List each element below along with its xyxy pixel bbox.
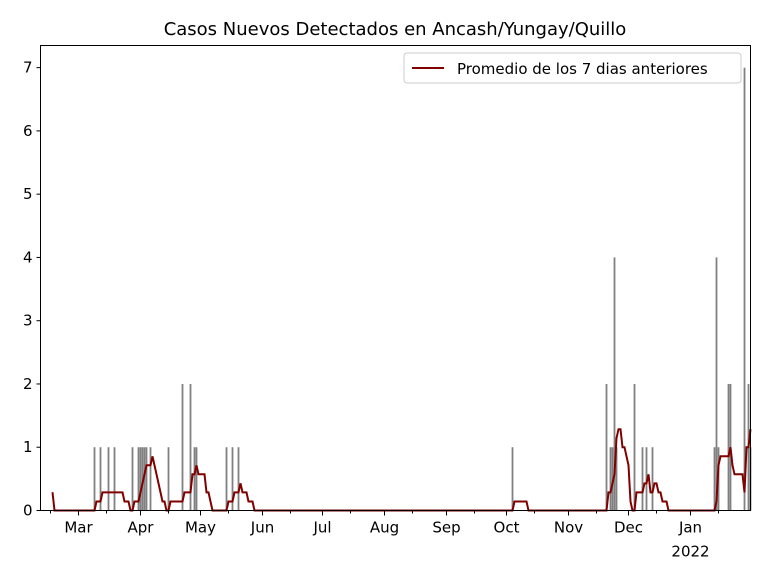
case-bar — [225, 447, 228, 511]
y-tick-label: 2 — [23, 375, 33, 393]
y-axis: 0 1 2 3 4 5 6 7 — [23, 59, 41, 520]
plot-frame — [40, 45, 751, 511]
case-bar — [113, 447, 116, 511]
case-bar — [145, 447, 148, 511]
case-bar — [641, 447, 644, 511]
y-tick-label: 7 — [23, 59, 33, 77]
x-tick-label: Aug — [370, 519, 399, 537]
y-tick-label: 3 — [23, 312, 33, 330]
case-bar — [167, 447, 170, 511]
case-bar — [93, 447, 96, 511]
case-bar — [511, 447, 514, 511]
case-bar — [727, 383, 730, 511]
case-bar — [633, 383, 636, 511]
case-bar — [713, 447, 716, 511]
bars-group — [93, 67, 752, 511]
x-tick-label: Mar — [64, 519, 93, 537]
case-bar — [715, 257, 718, 511]
y-tick-label: 1 — [23, 438, 33, 456]
case-bar — [149, 447, 152, 511]
case-bar — [195, 447, 198, 511]
x-tick-label: Jun — [250, 519, 274, 537]
case-bar — [189, 383, 192, 511]
x-tick-label: Sep — [432, 519, 460, 537]
x-tick-label: May — [185, 519, 216, 537]
case-bar — [107, 447, 110, 511]
case-bar — [131, 447, 134, 511]
x-tick-label: Nov — [554, 519, 583, 537]
case-bar — [139, 447, 142, 511]
case-bar — [193, 447, 196, 511]
case-bar — [743, 67, 746, 511]
legend-label: Promedio de los 7 dias anteriores — [457, 60, 708, 78]
case-bar — [609, 447, 612, 511]
x-axis: Mar Apr May Jun Jul Aug Sep Oct Nov Dec Jan 2022 — [50, 510, 719, 561]
y-tick-label: 4 — [23, 248, 33, 266]
case-bar — [651, 447, 654, 511]
case-bar — [181, 383, 184, 511]
case-bar — [137, 447, 140, 511]
chart-title: Casos Nuevos Detectados en Ancash/Yungay… — [164, 19, 627, 40]
x-tick-label: Jul — [312, 519, 331, 537]
case-bar — [231, 447, 234, 511]
legend: Promedio de los 7 dias anteriores — [403, 52, 742, 84]
y-tick-label: 0 — [23, 502, 33, 520]
y-tick-label: 6 — [23, 122, 33, 140]
case-bar — [99, 447, 102, 511]
x-tick-label: Apr — [128, 519, 155, 537]
x-tick-year-label: 2022 — [671, 543, 709, 561]
x-tick-label: Jan — [678, 519, 702, 537]
y-tick-label: 5 — [23, 185, 33, 203]
x-tick-label: Oct — [494, 519, 520, 537]
x-tick-label: Dec — [614, 519, 643, 537]
case-bar — [615, 447, 618, 511]
case-bar — [613, 257, 616, 511]
case-bar — [605, 383, 608, 511]
case-bar — [237, 447, 240, 511]
legend-box — [403, 52, 742, 84]
